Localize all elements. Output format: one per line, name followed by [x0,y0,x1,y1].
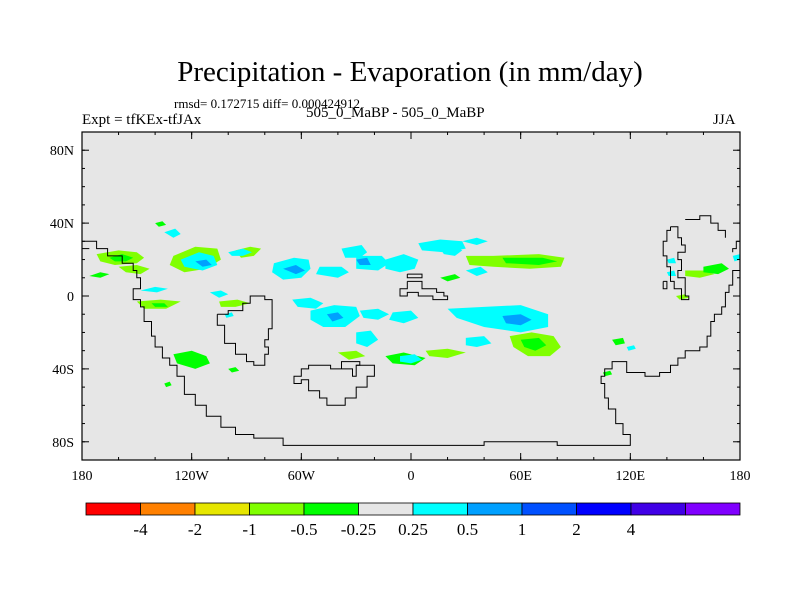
colorbar-label: -0.25 [341,520,376,539]
colorbar-label: 4 [627,520,636,539]
anomaly-region [173,350,210,369]
colorbar-swatch [412,502,468,516]
anomaly-region [283,265,305,275]
x-tick-label: 0 [408,469,415,484]
anomaly-region [195,259,212,267]
x-tick-label: 60W [288,469,316,484]
colorbar-swatch [358,502,414,516]
colorbar-label: -1 [242,520,256,539]
colorbar-label: 0.5 [457,520,478,539]
anomaly-region [425,348,466,358]
colorbar-swatch [85,502,141,516]
coastline [685,215,726,238]
colorbar: -4 -2 -1 -0.5 -0.25 0.25 0.5 1 2 4 [85,502,741,539]
chart-title: Precipitation - Evaporation (in mm/day) [177,56,643,88]
anomaly-region [440,245,463,256]
y-tick-label: 80S [52,436,74,451]
plot-background [82,132,740,460]
anomaly-region [341,245,368,258]
coastline [82,240,740,446]
experiment-label: Expt = tfKEx-tfJAx [82,112,202,128]
season-label: JJA [713,112,736,128]
coastline [662,280,668,290]
colorbar-swatch [249,502,305,516]
coastline [341,361,361,369]
y-tick-label: 40S [52,363,74,378]
colorbar-swatch [630,502,686,516]
anomaly-region [164,381,172,388]
anomaly-region [465,266,488,276]
y-tick-label: 0 [67,290,74,305]
anomaly-region [356,330,379,347]
y-tick-label: 80N [50,144,74,159]
colorbar-swatch [140,502,196,516]
anomaly-region [626,345,636,351]
colorbar-label: 0.25 [398,520,428,539]
coastline-layer [82,215,740,446]
anomaly-region [316,266,349,278]
anomaly-region [385,254,419,273]
colorbar-label: -4 [133,520,148,539]
anomaly-region [502,314,532,326]
colorbar-swatch [521,502,577,516]
anomaly-region [326,312,344,322]
colorbar-label: 1 [518,520,527,539]
anomaly-region [520,337,547,351]
colorbar-swatch [576,502,632,516]
anomaly-region [666,257,676,264]
axes: 180 120W 60W 0 60E 120E 180 80N 40N 0 40S 80S [50,132,751,484]
anomaly-region [359,308,390,320]
colorbar-swatch [467,502,523,516]
colorbar-swatch [685,502,741,516]
x-tick-label: 60E [509,469,532,484]
x-tick-label: 120W [175,469,210,484]
anomaly-region [612,337,625,346]
x-tick-label: 180 [72,469,93,484]
coastline [662,226,690,301]
anomaly-region [164,228,181,238]
anomaly-region [356,257,371,265]
anomaly-region [465,336,492,347]
anomaly-region [400,354,422,364]
anomaly-region [389,310,419,324]
colorbar-label: -0.5 [291,520,318,539]
coastline [399,280,449,301]
anomaly-region [209,290,229,298]
anomaly-region [502,257,558,265]
x-tick-label: 120E [616,469,646,484]
coastline [216,295,273,366]
anomaly-region [109,254,134,262]
x-tick-label: 180 [730,469,751,484]
colorbar-label: 2 [572,520,581,539]
anomaly-region [228,367,240,373]
anomaly-region [228,248,252,256]
y-tick-label: 40N [50,217,74,232]
anomaly-region [462,237,488,245]
anomaly-region [337,350,366,360]
colorbar-swatch [303,502,359,516]
anomaly-region [440,274,461,282]
coastline [406,273,423,279]
colorbar-label: -2 [188,520,202,539]
anomaly-region [89,272,110,278]
anomaly-region [447,305,549,333]
anomaly-region [292,297,324,309]
anomaly-region [140,286,168,293]
period-label: 505_0_MaBP - 505_0_MaBP [306,105,485,121]
anomaly-region [155,221,167,227]
rmsd-diff-label: rmsd= 0.172715 diff= 0.000424912 [174,96,360,111]
anomaly-layer [89,221,740,388]
anomaly-region [703,263,729,275]
colorbar-swatch [194,502,250,516]
anomaly-region [666,270,676,276]
anomaly-region [151,303,168,307]
anomaly-region [118,265,150,275]
